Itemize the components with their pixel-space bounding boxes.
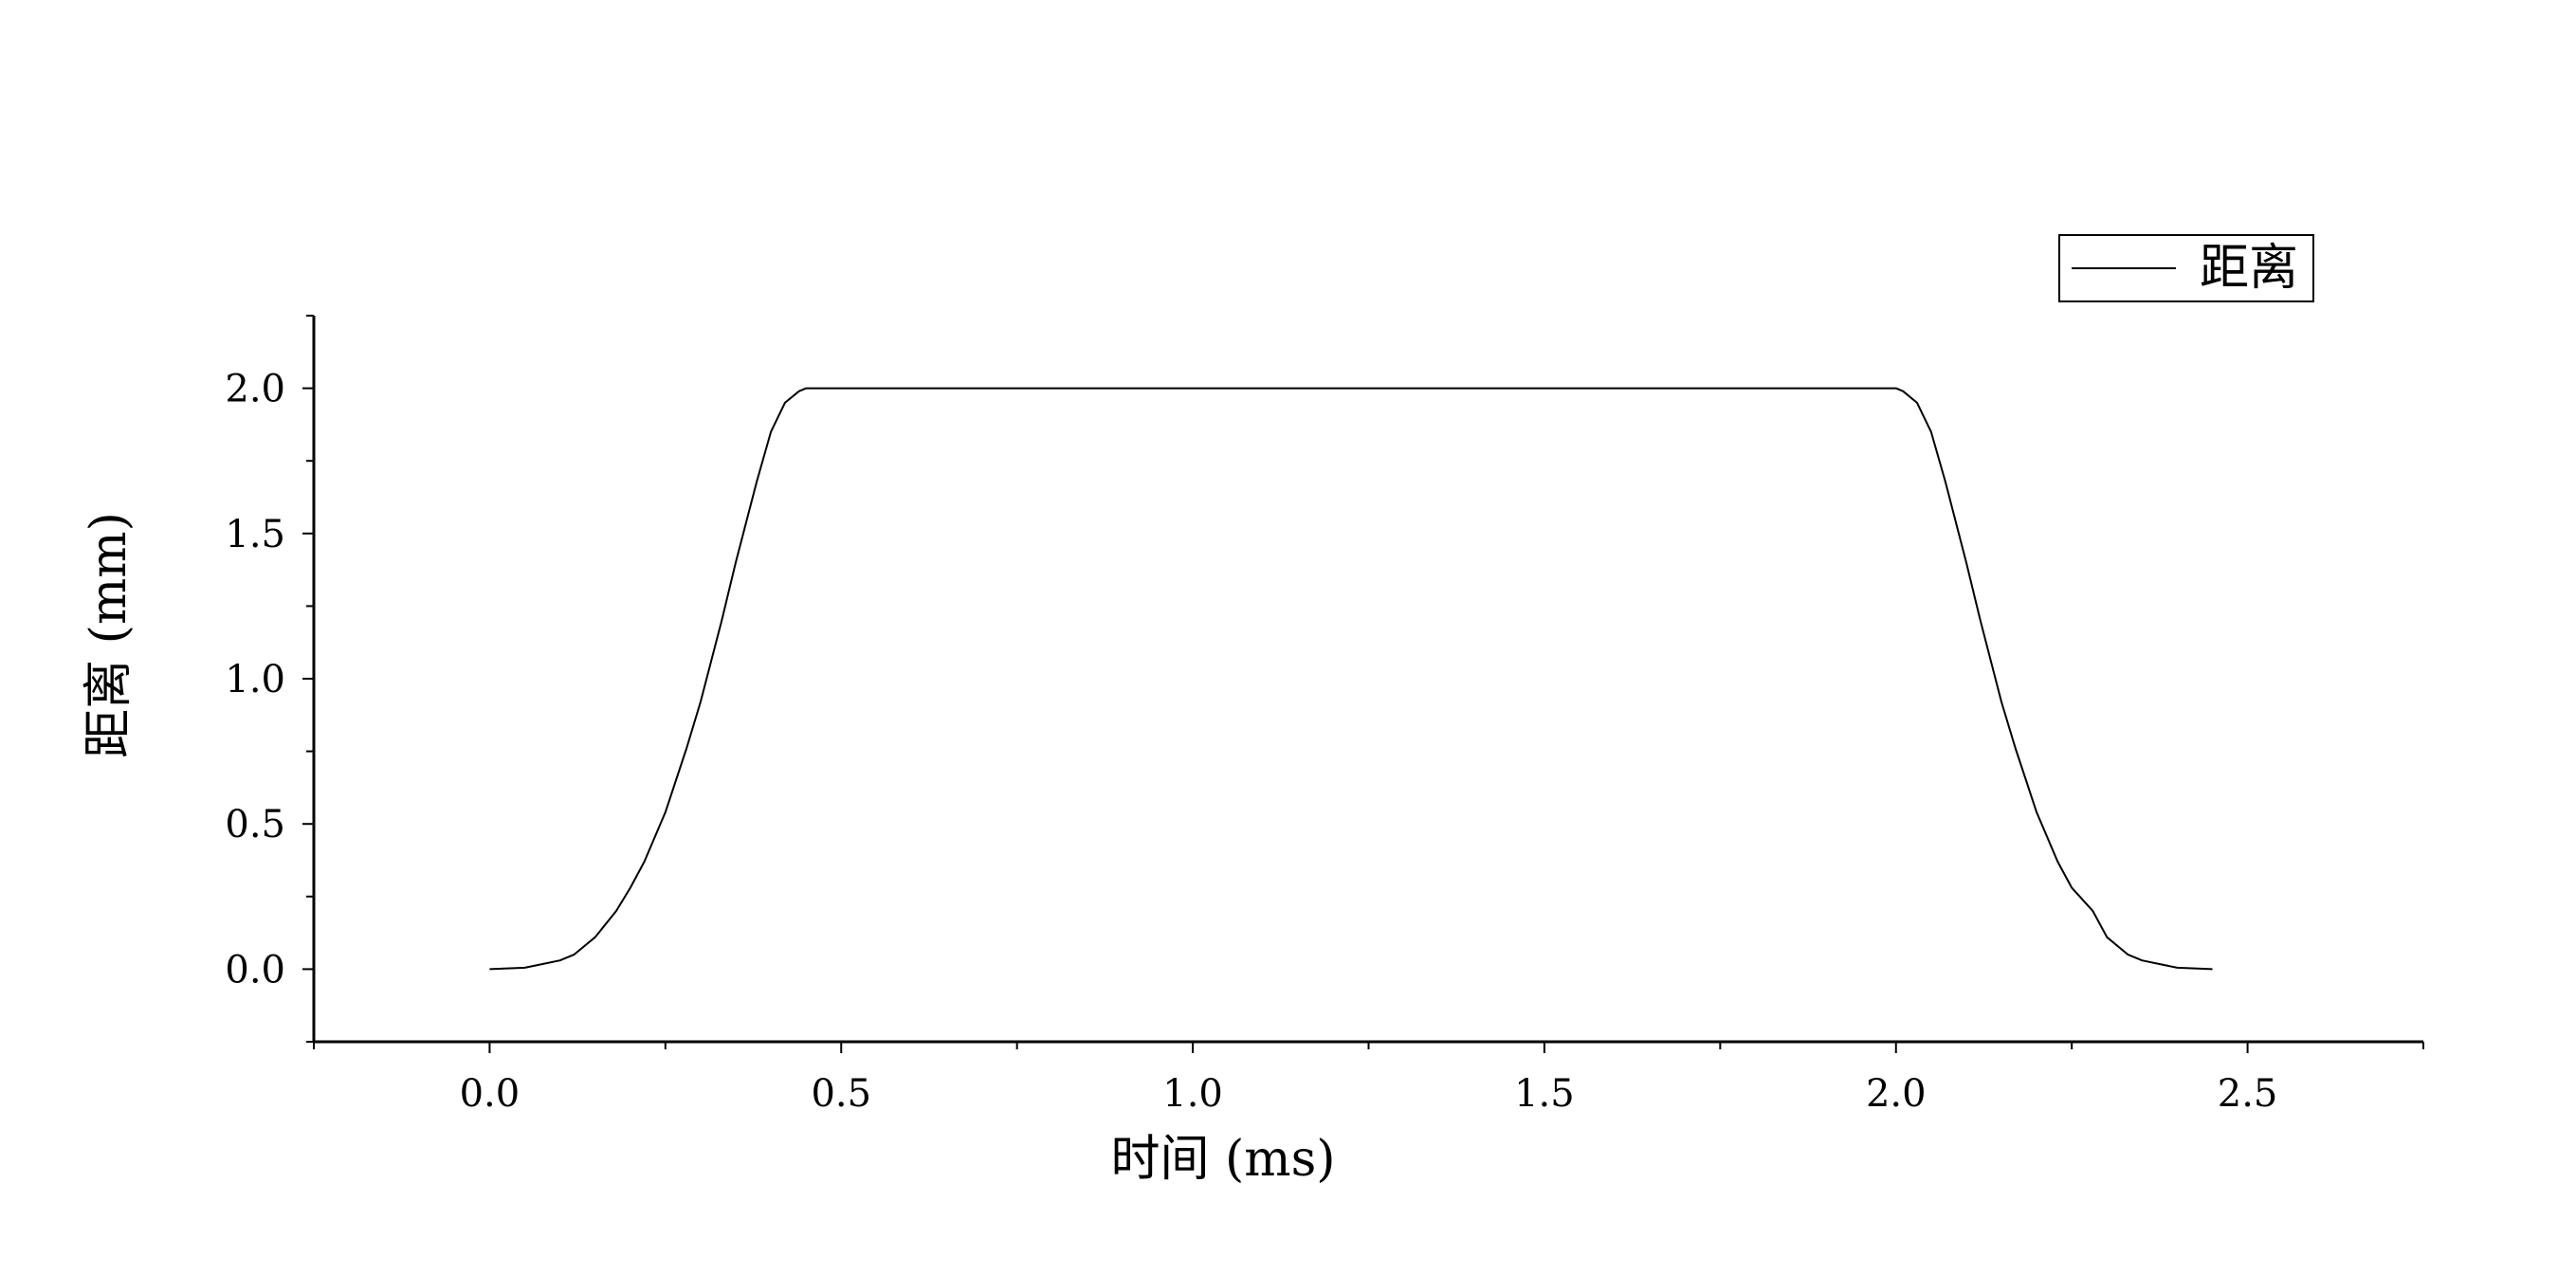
y-axis-label: 距离 (mm) [81, 512, 137, 758]
x-tick-label: 0.0 [460, 1072, 521, 1116]
legend-label: 距离 [2200, 240, 2298, 297]
y-tick-label: 1.0 [225, 658, 285, 701]
series [489, 387, 2213, 971]
y-tick-label: 2.0 [225, 368, 285, 411]
y-tick-label: 1.5 [225, 513, 285, 556]
x-tick-label: 1.5 [1514, 1072, 1575, 1116]
legend: 距离 [2058, 234, 2314, 302]
x-tick-label: 2.5 [2218, 1072, 2278, 1116]
x-tick-label: 2.0 [1866, 1072, 1927, 1116]
ticks: 0.0 0.5 1.0 1.5 2.0 2.5 0.0 0.5 1.0 1.5 2.0 [225, 315, 2424, 1116]
y-tick-label: 0.0 [225, 948, 285, 992]
x-axis-label: 时间 (ms) [1110, 1131, 1335, 1188]
x-tick-label: 1.0 [1162, 1072, 1223, 1116]
axes [312, 316, 2423, 1044]
series-line [489, 387, 2213, 971]
x-tick-label: 0.5 [811, 1072, 871, 1116]
y-tick-label: 0.5 [225, 803, 285, 846]
